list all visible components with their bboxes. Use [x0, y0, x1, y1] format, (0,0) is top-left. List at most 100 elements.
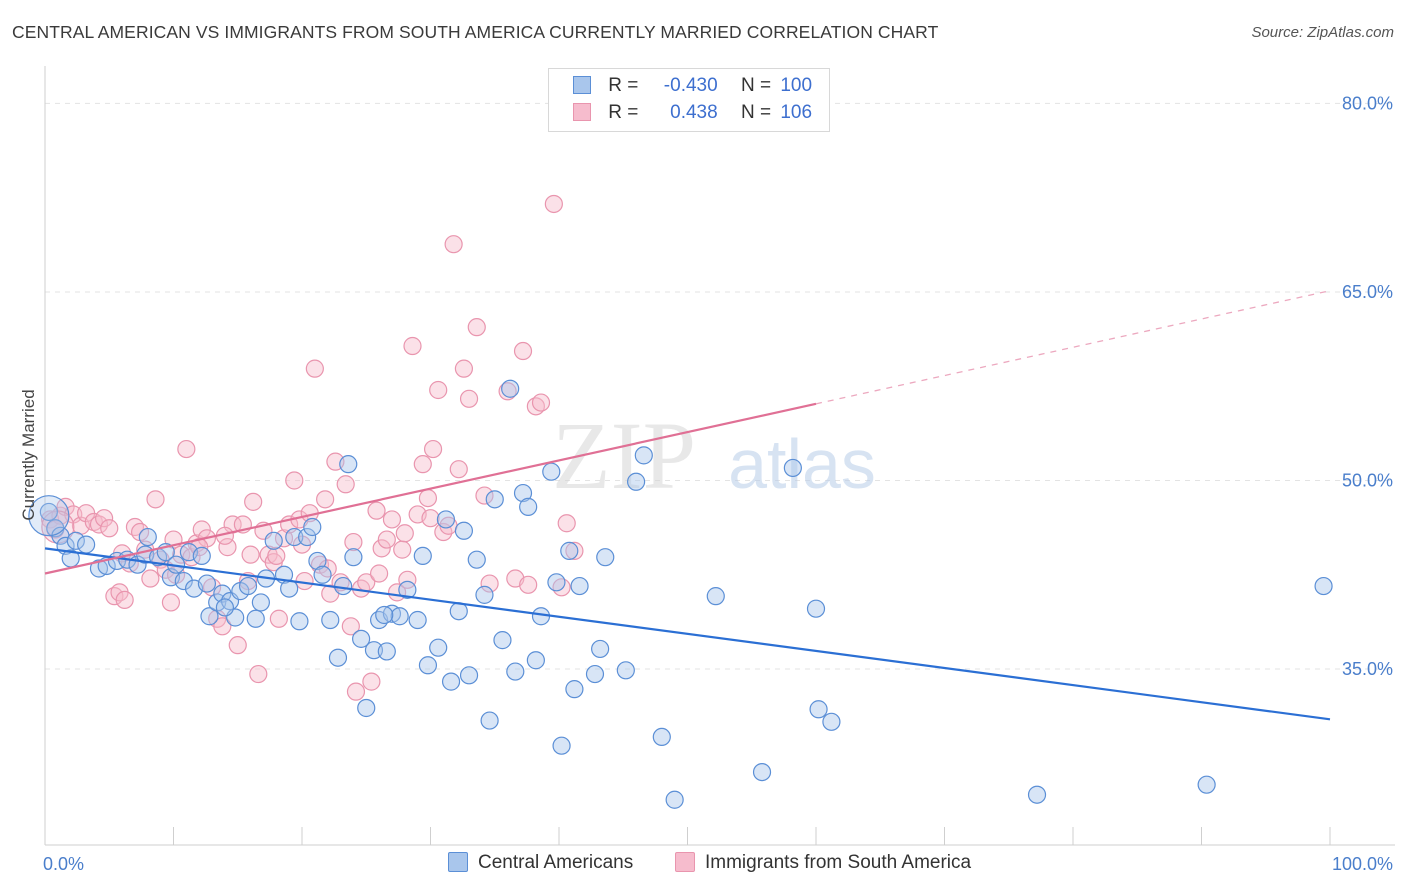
data-point-central	[290, 612, 309, 631]
series-immigrants-points	[41, 194, 584, 701]
data-point-immigrants	[241, 545, 260, 564]
legend-r-label: R =	[608, 102, 639, 123]
watermark-zip: ZIP	[552, 402, 696, 509]
data-point-immigrants	[552, 578, 571, 597]
data-point-central	[408, 610, 427, 630]
x-tick-label: 0.0%	[43, 854, 84, 874]
y-tick-label: 65.0%	[1342, 282, 1393, 302]
y-axis-label: Currently Married	[19, 389, 38, 520]
data-point-immigrants	[557, 514, 576, 533]
legend-label: Central Americans	[478, 852, 634, 873]
data-point-immigrants	[393, 540, 412, 559]
data-point-immigrants	[95, 509, 114, 528]
data-point-central	[308, 551, 327, 571]
trend-line-central	[44, 547, 1331, 721]
data-point-central	[493, 631, 512, 650]
data-point-central	[591, 639, 610, 659]
data-point-central	[238, 576, 258, 596]
data-point-central	[526, 651, 545, 670]
data-point-immigrants	[531, 393, 551, 412]
data-point-central	[565, 680, 584, 699]
data-point-immigrants	[480, 574, 499, 593]
data-point-immigrants	[395, 524, 414, 543]
data-point-central	[501, 379, 520, 398]
data-point-immigrants	[341, 617, 360, 636]
data-point-central	[652, 727, 671, 747]
legend-n-value: 106	[780, 102, 813, 123]
data-point-central	[77, 535, 96, 554]
data-point-central	[321, 610, 340, 630]
legend-swatch-pink	[573, 103, 591, 121]
data-point-central	[197, 574, 217, 593]
data-point-central	[783, 458, 802, 478]
data-point-immigrants	[429, 380, 448, 400]
data-point-central	[375, 605, 394, 625]
data-point-central	[706, 587, 725, 606]
data-point-central	[1314, 576, 1333, 596]
data-point-immigrants	[141, 569, 160, 588]
data-point-central	[303, 517, 322, 537]
data-point-immigrants	[403, 336, 422, 356]
legend-r-value: 0.438	[670, 102, 718, 123]
legend-central-americans: Central Americans	[448, 852, 633, 874]
data-point-immigrants	[41, 510, 60, 529]
data-point-immigrants	[513, 341, 533, 361]
data-point-central	[626, 472, 646, 491]
legend-r-value: -0.430	[663, 75, 718, 96]
data-point-immigrants	[377, 530, 396, 549]
data-point-immigrants	[418, 488, 438, 508]
data-point-immigrants	[423, 439, 443, 459]
data-point-central	[339, 455, 358, 474]
y-tick-label: 80.0%	[1342, 93, 1393, 113]
legend-n-value: 100	[780, 75, 813, 96]
axes	[44, 66, 1395, 846]
data-point-central	[192, 546, 211, 566]
data-point-immigrants	[467, 318, 486, 337]
data-point-central	[506, 662, 525, 681]
legend-row-central: R = -0.430 N = 100	[573, 75, 812, 101]
legend-immigrants: Immigrants from South America	[675, 852, 971, 874]
data-point-central	[475, 585, 494, 604]
data-point-immigrants	[269, 609, 288, 628]
data-point-central	[429, 638, 448, 657]
data-point-central	[480, 711, 499, 730]
data-point-central	[552, 736, 571, 755]
data-point-immigrants	[565, 541, 584, 560]
data-point-central	[334, 576, 353, 596]
y-tick-label: 35.0%	[1342, 659, 1393, 679]
data-point-central	[513, 483, 533, 503]
data-point-immigrants	[444, 235, 463, 254]
data-point-immigrants	[100, 519, 119, 538]
data-point-central	[485, 490, 504, 509]
data-point-immigrants	[449, 460, 468, 479]
data-point-immigrants	[213, 617, 232, 636]
watermark-atlas: atlas	[728, 425, 876, 503]
data-point-immigrants	[367, 501, 386, 520]
data-point-central	[138, 527, 157, 547]
legend-label: Immigrants from South America	[705, 852, 972, 873]
data-point-immigrants	[498, 382, 517, 401]
data-point-central	[542, 462, 561, 481]
data-point-immigrants	[146, 490, 165, 509]
data-point-central	[215, 598, 234, 617]
data-point-central	[616, 661, 635, 680]
data-point-central	[519, 497, 538, 516]
data-point-immigrants	[362, 672, 381, 691]
data-point-immigrants	[125, 517, 145, 537]
data-point-central	[634, 446, 653, 465]
source-label: Source: ZipAtlas.com	[1251, 24, 1394, 41]
x-tick-label: 100.0%	[1332, 854, 1393, 874]
data-point-immigrants	[346, 682, 366, 701]
data-point-immigrants	[249, 664, 268, 684]
data-point-central	[436, 510, 456, 529]
data-point-immigrants	[115, 590, 134, 610]
data-point-immigrants	[218, 538, 237, 557]
data-point-central	[822, 712, 841, 731]
data-point-central	[66, 531, 85, 550]
data-point-immigrants	[305, 359, 324, 378]
chart-title: CENTRAL AMERICAN VS IMMIGRANTS FROM SOUT…	[12, 22, 939, 42]
data-point-central	[459, 666, 479, 685]
correlation-legend: R = -0.430 N = 100 R = 0.438 N = 106	[548, 68, 830, 132]
data-point-central	[665, 790, 684, 809]
legend-swatch-blue	[448, 852, 468, 872]
